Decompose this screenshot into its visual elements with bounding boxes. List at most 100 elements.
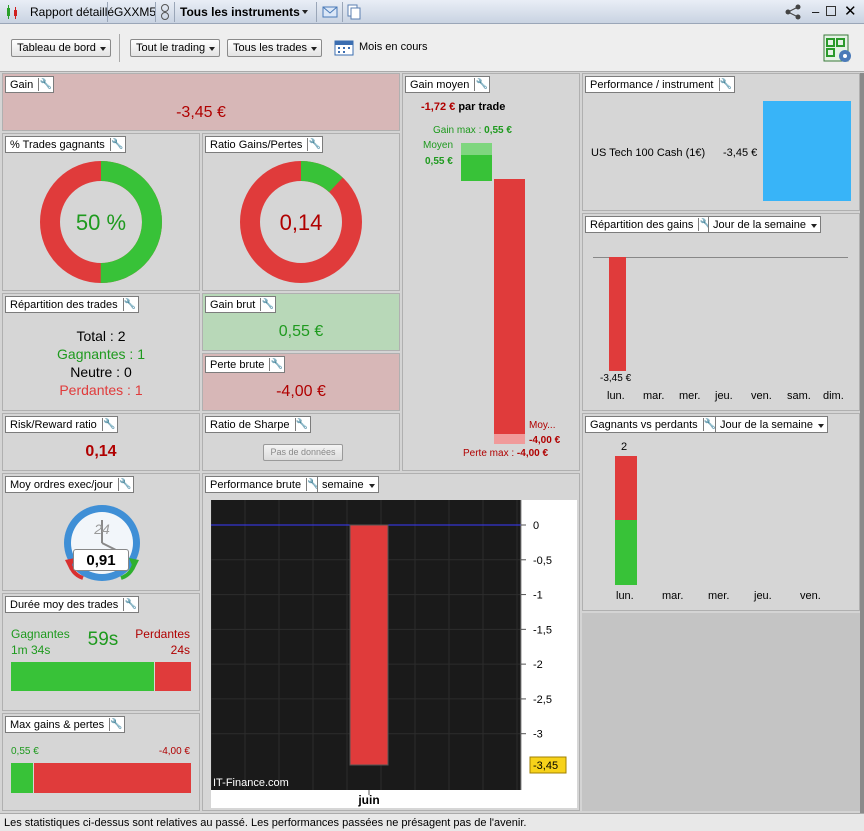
tab-account[interactable]: GXXM5 [114, 5, 157, 19]
perf-chart: 0 -0,5 -1 -1,5 -2 -2,5 -3 -3,45 juin IT-Finance.c… [211, 500, 577, 808]
max-perte-bar [34, 763, 191, 793]
ratio-panel: Ratio Gains/Pertes 🔧 0,14 [202, 133, 400, 291]
perdantes-line: Perdantes : 1 [59, 382, 143, 398]
wrench-icon[interactable]: 🔧 [702, 418, 717, 431]
instrument-bar [763, 101, 851, 201]
perf-instrument-panel: Performance / instrument 🔧 US Tech 100 Ca… [582, 73, 860, 211]
wrench-icon[interactable]: 🔧 [117, 478, 132, 491]
gain-panel: Gain 🔧 -3,45 € [2, 73, 400, 131]
per-trade-label: par trade [458, 101, 506, 113]
settings-report-icon[interactable] [823, 32, 853, 64]
gain-max-label: Gain max : [433, 125, 482, 136]
wrench-icon[interactable]: 🔧 [38, 78, 52, 91]
gain-max-bar [461, 143, 492, 155]
wrench-icon[interactable]: 🔧 [123, 598, 137, 611]
wrench-icon[interactable]: 🔧 [101, 418, 116, 431]
y-tick-label: 0 [533, 520, 539, 532]
risk-reward-value: 0,14 [85, 443, 117, 460]
panel-header: Perte brute 🔧 [205, 356, 286, 373]
wrench-icon[interactable]: 🔧 [109, 718, 123, 731]
wrench-icon[interactable]: 🔧 [306, 478, 320, 491]
panel-header: % Trades gagnants 🔧 [5, 136, 126, 153]
maximize-icon[interactable] [826, 6, 836, 16]
moyen-label: Moyen [423, 140, 454, 151]
day-label: jeu. [754, 590, 772, 602]
day-label: dim. [823, 390, 844, 402]
no-data-button[interactable]: Pas de données [263, 444, 343, 461]
y-tick-label: -0,5 [533, 555, 552, 567]
perf-bar [349, 524, 389, 766]
wrench-icon[interactable]: 🔧 [294, 418, 309, 431]
duree-gagnantes-value: 1m 34s [11, 643, 51, 657]
moy-ordres-panel: Moy ordres exec/jour 🔧 24 0,91 [2, 473, 200, 591]
value-badge-label: -3,45 [533, 760, 558, 772]
total-line: Total : 2 [76, 328, 126, 344]
link-icon[interactable] [160, 3, 170, 21]
close-icon[interactable]: ✕ [844, 3, 857, 20]
panel-header: Performance brute 🔧 [205, 476, 323, 493]
moyen-gain-value: 0,55 € [425, 156, 453, 167]
email-icon[interactable] [322, 5, 338, 19]
panel-header: Répartition des gains 🔧 [585, 216, 715, 233]
minimize-icon[interactable]: – [812, 4, 820, 19]
perte-brute-value: -4,00 € [276, 383, 326, 400]
wrench-icon[interactable]: 🔧 [109, 138, 124, 151]
trades-dropdown[interactable]: Tous les trades [227, 39, 322, 57]
panel-header: Ratio de Sharpe 🔧 [205, 416, 311, 433]
weekday-dropdown[interactable]: Jour de la semaine [715, 416, 828, 433]
panel-header: Gain moyen 🔧 [405, 76, 491, 93]
toolbar: Tableau de bord Tout le trading Tous les… [0, 24, 864, 72]
wrench-icon[interactable]: 🔧 [698, 218, 713, 231]
day-label: sam. [787, 390, 811, 402]
max-gain-value: 0,55 € [11, 746, 39, 757]
disclaimer: Les statistiques ci-dessus sont relative… [0, 813, 864, 831]
trade-count-label: 2 [621, 441, 628, 453]
losers-bar [615, 456, 637, 520]
wrench-icon[interactable]: 🔧 [474, 78, 489, 91]
period-dropdown[interactable]: semaine [317, 476, 379, 493]
risk-reward-panel: Risk/Reward ratio 🔧 0,14 [2, 413, 200, 471]
wrench-icon[interactable]: 🔧 [260, 298, 274, 311]
panel-header: Gain 🔧 [5, 76, 55, 93]
period-label[interactable]: Mois en cours [359, 41, 428, 53]
duree-panel: Durée moy des trades 🔧 Gagnantes 1m 34s 5… [2, 593, 200, 711]
chevron-down-icon[interactable] [302, 10, 308, 14]
gain-brut-panel: Gain brut 🔧 0,55 € [202, 293, 400, 351]
wrench-icon[interactable]: 🔧 [122, 298, 137, 311]
orders-value: 0,91 [73, 549, 129, 571]
duree-perdantes-value: 24s [170, 643, 190, 657]
calendar-icon[interactable] [334, 38, 354, 56]
wrench-icon[interactable]: 🔧 [718, 78, 733, 91]
gain-max-value: 0,55 € [484, 125, 512, 136]
x-tick-label: juin [357, 793, 379, 807]
zero-line [593, 257, 848, 258]
share-icon[interactable] [784, 4, 802, 20]
tab-report[interactable]: Rapport détaillé [30, 5, 115, 19]
avg-gain-value: -1,72 € [421, 101, 456, 113]
dashboard-dropdown[interactable]: Tableau de bord [11, 39, 111, 57]
day-label: jeu. [715, 390, 733, 402]
gagnants-perdants-panel: Gagnants vs perdants 🔧 Jour de la semaine… [582, 413, 860, 611]
instrument-value: -3,45 € [723, 147, 758, 159]
winners-bar [615, 520, 637, 585]
wrench-icon[interactable]: 🔧 [269, 358, 284, 371]
perte-max-value: -4,00 € [516, 448, 549, 459]
perte-max-bar [494, 434, 525, 444]
perte-brute-panel: Perte brute 🔧 -4,00 € [202, 353, 400, 411]
duree-perdantes-bar [155, 662, 191, 691]
clock-icon [64, 505, 140, 581]
copy-icon[interactable] [347, 4, 361, 20]
gain-brut-value: 0,55 € [278, 323, 324, 340]
trading-dropdown[interactable]: Tout le trading [130, 39, 221, 57]
instruments-dropdown[interactable]: Tous les instruments [180, 5, 300, 19]
gain-day-bar-label: -3,45 € [600, 373, 632, 384]
moy-loss-value: -4,00 € [529, 435, 561, 446]
title-bar: Rapport détaillé GXXM5 Tous les instrume… [0, 0, 864, 24]
day-label: ven. [751, 390, 772, 402]
scrollbar[interactable] [860, 73, 864, 813]
day-label: lun. [607, 390, 625, 402]
duree-gagnantes-label: Gagnantes [11, 627, 70, 641]
weekday-dropdown[interactable]: Jour de la semaine [708, 216, 821, 233]
max-perte-value: -4,00 € [158, 746, 190, 757]
wrench-icon[interactable]: 🔧 [307, 138, 322, 151]
